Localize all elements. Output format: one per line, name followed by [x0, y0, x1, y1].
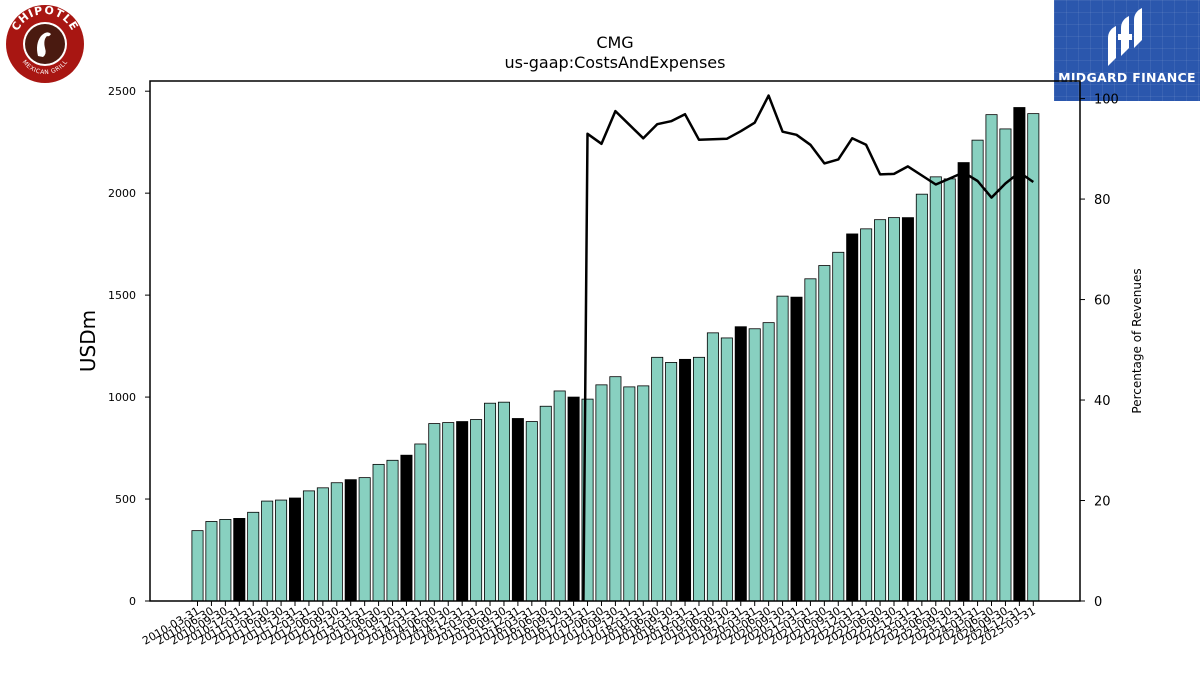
bar-2016-12-31	[567, 396, 580, 602]
bar-2011-09-30	[275, 499, 288, 602]
cost-ratio-line	[582, 94, 1035, 602]
y2-tick-label-0: 0	[1094, 595, 1102, 610]
y2-tick-label-100: 100	[1094, 93, 1119, 108]
bar-2017-12-31	[623, 386, 636, 602]
bar-2020-12-31	[790, 296, 803, 602]
y-tick-label-1000: 1000	[108, 391, 136, 404]
bar-2014-03-31	[414, 443, 427, 602]
bar-2023-09-30	[943, 178, 956, 602]
chipotle-logo-icon: CHIPOTLE MEXICAN GRILL	[6, 4, 84, 83]
y-tick-label-2000: 2000	[108, 187, 136, 200]
bar-2010-03-31	[191, 530, 204, 602]
y2-axis-label: Percentage of Revenues	[1130, 268, 1144, 413]
logo-background-grid	[1054, 0, 1200, 101]
bar-2019-03-31	[692, 356, 705, 602]
y2-tick-label-20: 20	[1094, 495, 1111, 510]
bar-2015-06-30	[484, 402, 497, 602]
bar-2024-09-30	[999, 128, 1012, 602]
chart-title: CMG	[596, 33, 633, 52]
bar-2014-09-30	[442, 422, 455, 602]
y-axis-right: 0 20 40 60 80 100	[1080, 93, 1119, 610]
bar-2020-06-30	[762, 322, 775, 602]
bar-2018-12-31	[679, 358, 692, 602]
midgard-logo-text: MIDGARD FINANCE	[1058, 70, 1196, 85]
bar-2014-06-30	[428, 423, 441, 602]
bar-2023-06-30	[929, 176, 942, 602]
bar-2021-03-31	[804, 278, 817, 602]
y-tick-label-0: 0	[129, 595, 136, 608]
bar-2010-09-30	[219, 519, 232, 602]
bar-2013-03-31	[358, 477, 371, 602]
bar-2021-06-30	[818, 265, 831, 602]
bar-2012-12-31	[344, 479, 357, 602]
bar-2019-09-30	[720, 337, 733, 602]
bar-2017-06-30	[595, 384, 608, 602]
bar-2011-06-30	[261, 500, 274, 602]
y-tick-label-2500: 2500	[108, 85, 136, 98]
bar-2024-06-30	[985, 114, 998, 602]
bar-2019-12-31	[734, 326, 747, 602]
bar-2014-12-31	[456, 421, 469, 602]
bar-2010-12-31	[233, 518, 246, 602]
y-axis-left: 0 500 1000 1500 2000 2500	[108, 85, 150, 608]
bar-2018-03-31	[637, 385, 650, 602]
bar-2019-06-30	[706, 332, 719, 602]
bar-2016-03-31	[525, 421, 538, 602]
bar-2022-03-31	[860, 228, 873, 602]
bar-2015-03-31	[470, 419, 483, 602]
y-tick-label-500: 500	[115, 493, 136, 506]
bar-2012-09-30	[330, 482, 343, 602]
y2-tick-label-80: 80	[1094, 193, 1111, 208]
bar-2018-06-30	[651, 356, 664, 602]
bar-2020-09-30	[776, 295, 789, 602]
bar-2012-03-31	[302, 490, 315, 602]
y2-tick-label-60: 60	[1094, 294, 1111, 309]
bar-2018-09-30	[665, 362, 678, 602]
y2-tick-label-40: 40	[1094, 394, 1111, 409]
bar-2013-12-31	[400, 454, 413, 602]
bar-2024-03-31	[971, 139, 984, 602]
bar-2012-06-30	[316, 487, 329, 602]
line-series	[582, 94, 1035, 602]
bar-2021-12-31	[846, 233, 859, 602]
bar-2013-06-30	[372, 463, 385, 602]
y-axis-label: USDm	[76, 310, 100, 372]
bar-2016-06-30	[539, 405, 552, 602]
bar-2010-06-30	[205, 521, 218, 602]
bar-2016-09-30	[553, 390, 566, 602]
bar-2023-03-31	[915, 193, 928, 602]
midgard-logo-mark-icon	[1108, 8, 1142, 66]
bar-2023-12-31	[957, 162, 970, 602]
chipotle-logo: CHIPOTLE MEXICAN GRILL	[5, 4, 85, 84]
bar-2022-12-31	[901, 217, 914, 602]
bar-2013-09-30	[386, 459, 399, 602]
bar-2024-12-31	[1013, 107, 1026, 602]
bar-2015-12-31	[511, 418, 524, 602]
y-tick-label-1500: 1500	[108, 289, 136, 302]
bar-2011-03-31	[247, 511, 260, 602]
bar-2020-03-31	[748, 328, 761, 602]
midgard-finance-logo: MIDGARD FINANCE	[1054, 0, 1200, 101]
chart-subtitle: us-gaap:CostsAndExpenses	[505, 53, 726, 72]
bar-2017-09-30	[609, 376, 622, 602]
bar-2022-06-30	[874, 219, 887, 602]
bar-series	[191, 107, 1040, 602]
bar-2025-03-31	[1027, 113, 1040, 602]
x-axis: 2010-03-312010-06-302010-09-302010-12-31…	[140, 601, 1038, 648]
bar-2022-09-30	[888, 217, 901, 602]
bar-2011-12-31	[289, 497, 302, 602]
bar-2021-09-30	[832, 251, 845, 602]
bar-2015-09-30	[497, 401, 510, 602]
